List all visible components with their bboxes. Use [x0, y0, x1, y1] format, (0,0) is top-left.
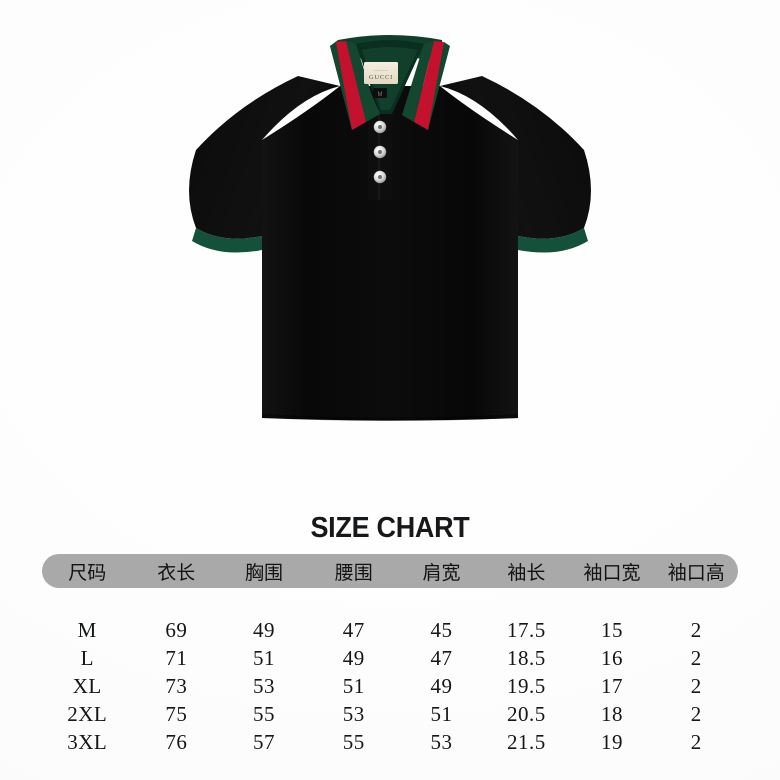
cell-waist: 55: [342, 729, 365, 754]
cell-sleeve: 17.5: [506, 617, 546, 642]
cell-chest: 49: [253, 617, 275, 642]
shirt-body: [262, 86, 518, 421]
table-spacer: [42, 588, 738, 616]
cell-length: 73: [165, 673, 188, 698]
table-row: L 71 51 49 47 18.5 16 2: [42, 644, 738, 672]
cell-cuff-width: 15: [600, 617, 623, 642]
cell-shoulder: 51: [430, 701, 453, 726]
column-header-cuff-height: 袖口高: [654, 554, 738, 588]
cell-cuff-height: 2: [690, 645, 702, 670]
size-table-header: 尺码 衣长 胸围 腰围 肩宽 袖长 袖口宽 袖口高: [42, 554, 738, 588]
cell-sleeve: 18.5: [506, 645, 546, 670]
column-header-size: 尺码: [42, 554, 133, 588]
cell-sleeve: 19.5: [506, 673, 546, 698]
column-header-shoulder: 肩宽: [399, 554, 484, 588]
size-table-body: M 69 49 47 45 17.5 15 2 L 71 51 49: [42, 588, 738, 756]
page-title: SIZE CHART: [310, 512, 470, 544]
table-row: XL 73 53 51 49 19.5 17 2: [42, 672, 738, 700]
spacer-cell: [42, 588, 738, 616]
cell-cuff-width: 16: [600, 645, 623, 670]
cell-cuff-height: 2: [690, 701, 702, 726]
cell-size: 2XL: [67, 701, 108, 726]
size-tag-text: M: [378, 92, 383, 98]
cell-chest: 51: [253, 645, 275, 670]
cell-size: XL: [72, 673, 102, 698]
cell-waist: 53: [342, 701, 365, 726]
hem-shadow: [262, 414, 518, 421]
table-row: 3XL 76 57 55 53 21.5 19 2: [42, 728, 738, 756]
cell-cuff-height: 2: [690, 729, 702, 754]
cell-cuff-height: 2: [690, 673, 702, 698]
cell-cuff-width: 18: [600, 701, 623, 726]
shirt-sleeve-left: [189, 76, 340, 253]
size-table-wrap: 尺码 衣长 胸围 腰围 肩宽 袖长 袖口宽 袖口高 M: [42, 554, 738, 756]
cuff-band-right-green: [518, 228, 588, 253]
cell-waist: 47: [342, 617, 365, 642]
cuff-band-left-green: [192, 228, 262, 253]
table-row: 2XL 75 55 53 51 20.5 18 2: [42, 700, 738, 728]
column-header-waist: 腰围: [307, 554, 400, 588]
cell-length: 76: [165, 729, 188, 754]
product-photo: ------- GUCCI M: [189, 35, 591, 421]
cell-sleeve: 20.5: [506, 701, 546, 726]
column-header-sleeve: 袖长: [483, 554, 570, 588]
size-tag: M: [373, 88, 387, 98]
column-header-cuff-width: 袖口宽: [569, 554, 655, 588]
brand-label: ------- GUCCI: [364, 62, 398, 84]
column-header-length: 衣长: [132, 554, 221, 588]
size-table: 尺码 衣长 胸围 腰围 肩宽 袖长 袖口宽 袖口高 M: [42, 554, 738, 756]
cell-size: M: [77, 617, 97, 642]
column-header-chest: 胸围: [220, 554, 308, 588]
cell-shoulder: 47: [430, 645, 453, 670]
cell-cuff-height: 2: [690, 617, 702, 642]
cell-length: 71: [165, 645, 188, 670]
cell-length: 69: [165, 617, 188, 642]
cell-size: 3XL: [67, 729, 108, 754]
collar-leaf-left: [330, 40, 380, 130]
cell-shoulder: 45: [430, 617, 453, 642]
cell-chest: 53: [253, 673, 275, 698]
cell-waist: 49: [342, 645, 365, 670]
placket-buttons: [373, 120, 387, 184]
cell-cuff-width: 17: [600, 673, 623, 698]
header-row: 尺码 衣长 胸围 腰围 肩宽 袖长 袖口宽 袖口高: [42, 554, 738, 588]
cell-shoulder: 53: [430, 729, 453, 754]
cell-cuff-width: 19: [600, 729, 623, 754]
cell-chest: 57: [253, 729, 275, 754]
size-chart-section: SIZE CHART 尺码 衣长 胸围: [0, 500, 780, 780]
svg-text:-------: -------: [374, 69, 388, 74]
cell-waist: 51: [342, 673, 365, 698]
cell-length: 75: [165, 701, 188, 726]
brand-label-text: GUCCI: [369, 74, 393, 81]
cell-size: L: [80, 645, 94, 670]
table-row: M 69 49 47 45 17.5 15 2: [42, 616, 738, 644]
cell-chest: 55: [253, 701, 275, 726]
collar-leaf-right: [402, 41, 450, 130]
shirt-sleeve-right: [440, 76, 591, 253]
cell-shoulder: 49: [430, 673, 453, 698]
cell-sleeve: 21.5: [506, 729, 546, 754]
